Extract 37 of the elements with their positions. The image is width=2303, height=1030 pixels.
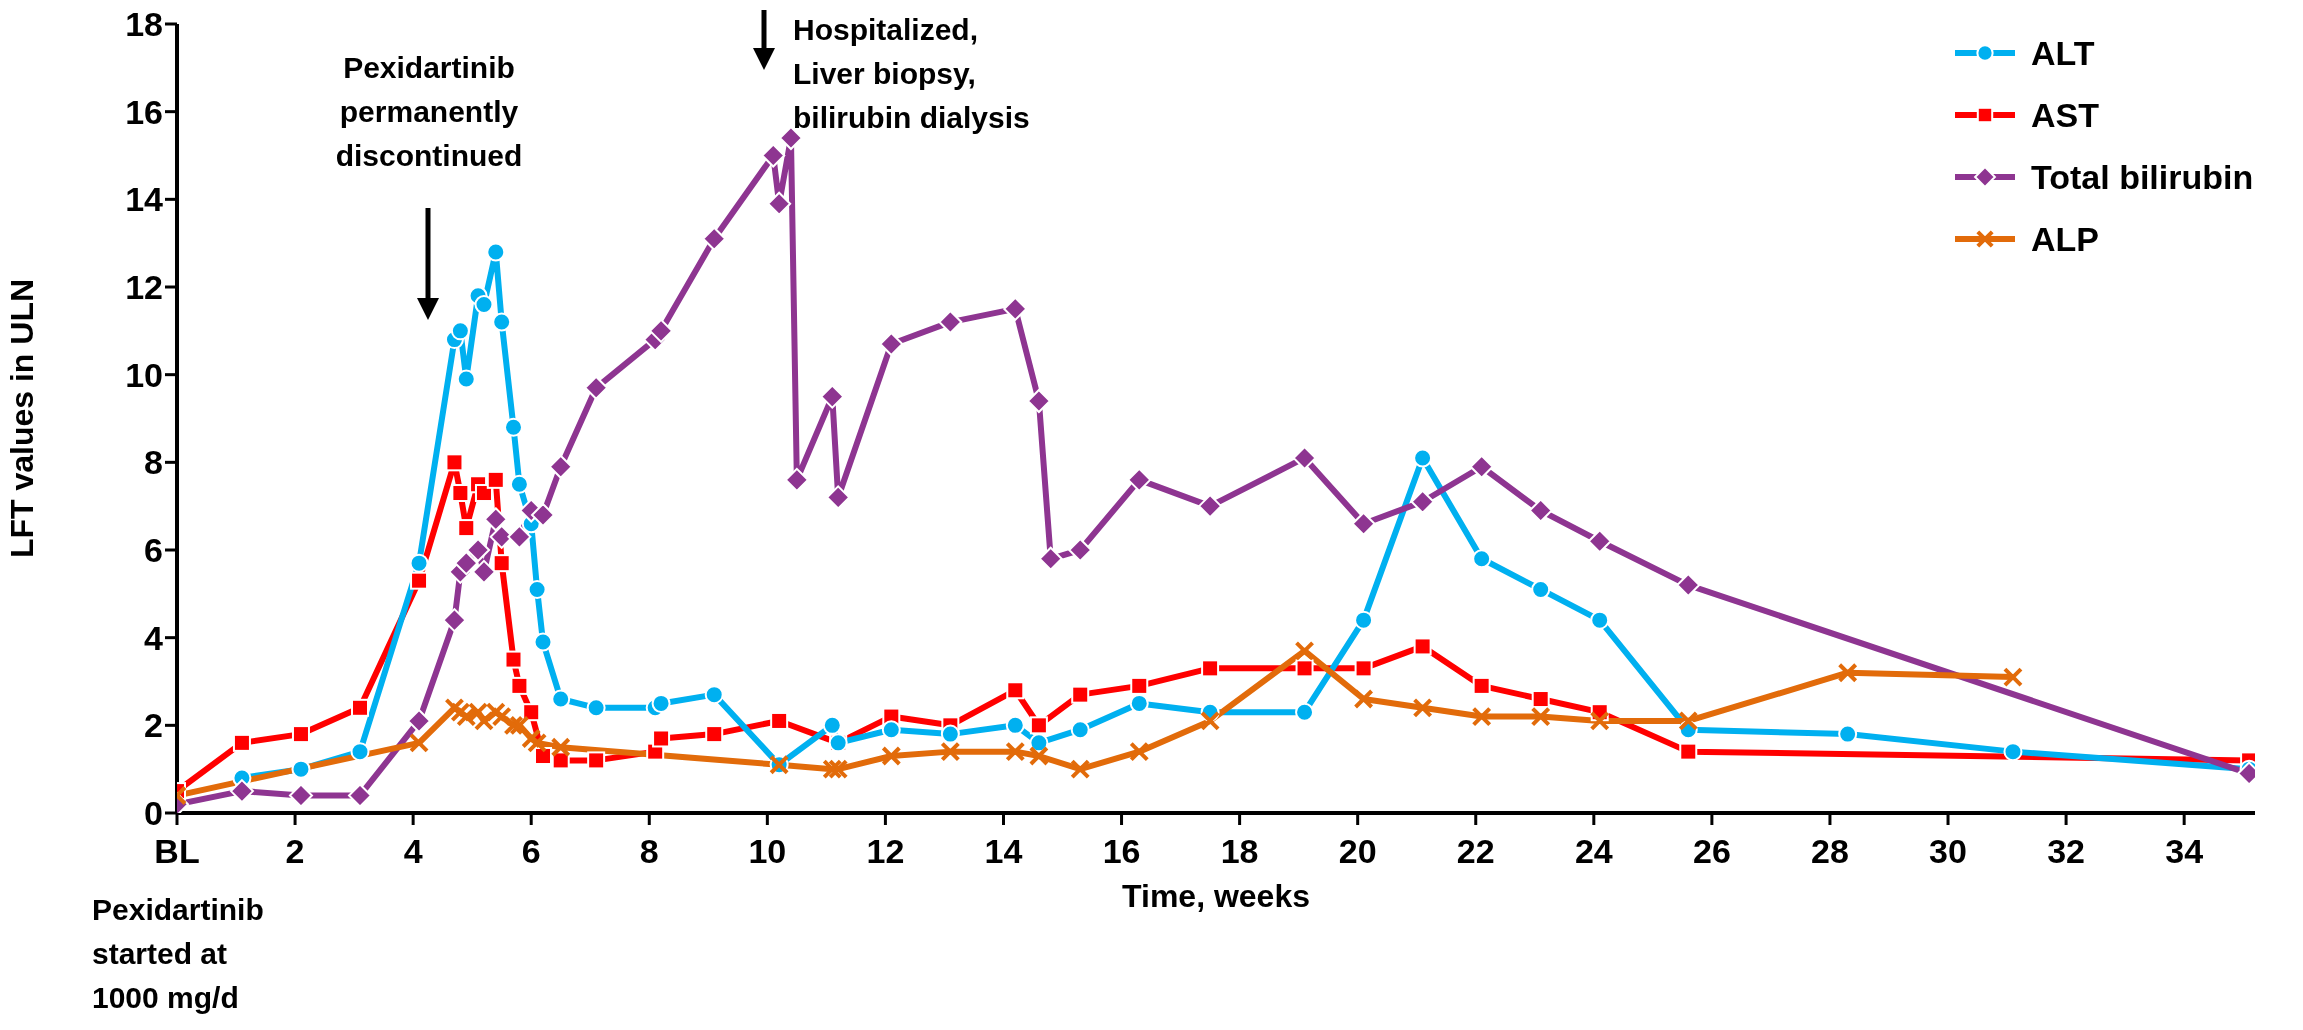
x-tick-label: 34 bbox=[2165, 832, 2204, 871]
annotation: Hospitalized, Liver biopsy, bilirubin dialysis bbox=[793, 13, 1030, 134]
x-tick-label: 12 bbox=[866, 832, 905, 871]
y-tick-label: 0 bbox=[144, 794, 163, 833]
y-tick-label: 8 bbox=[144, 443, 163, 482]
x-tick-label: 4 bbox=[403, 832, 423, 871]
x-tick-label: 20 bbox=[1338, 832, 1377, 871]
x-tick-label: BL bbox=[154, 832, 200, 871]
x-tick-label: 26 bbox=[1692, 832, 1731, 871]
x-tick-label: 22 bbox=[1456, 832, 1495, 871]
x-tick-label: 8 bbox=[639, 832, 659, 871]
x-tick-label: 18 bbox=[1220, 832, 1259, 871]
text: Pexidartinib started at 1000 mg/d bbox=[92, 892, 264, 1016]
legend-label: Total bilirubin bbox=[2031, 157, 2254, 197]
legend-label: ALT bbox=[2031, 33, 2095, 73]
x-tick-label: 16 bbox=[1102, 832, 1141, 871]
legend-label: ALP bbox=[2031, 219, 2099, 259]
x-tick-label: 24 bbox=[1574, 832, 1613, 871]
x-tick-label: 2 bbox=[285, 832, 305, 871]
x-tick-label: 32 bbox=[2047, 832, 2085, 871]
x-tick-label: 6 bbox=[521, 832, 541, 871]
x-tick-label: 14 bbox=[984, 832, 1023, 871]
legend-label: AST bbox=[2031, 95, 2099, 135]
y-tick-label: 12 bbox=[125, 268, 163, 307]
x-axis-title: Time, weeks bbox=[1122, 878, 1310, 914]
y-tick-label: 18 bbox=[125, 5, 163, 44]
y-axis-title: LFT values in ULN bbox=[4, 278, 41, 559]
x-tick-label: 30 bbox=[1929, 832, 1967, 871]
y-tick-label: 16 bbox=[125, 92, 163, 131]
y-tick-label: 10 bbox=[125, 355, 163, 394]
y-tick-label: 14 bbox=[125, 180, 164, 219]
y-tick-label: 4 bbox=[144, 618, 164, 657]
y-tick-label: 6 bbox=[144, 531, 163, 570]
x-tick-label: 28 bbox=[1811, 832, 1849, 871]
y-tick-label: 2 bbox=[144, 706, 163, 745]
annotation: Pexidartinib permanently discontinued bbox=[335, 51, 523, 172]
x-tick-label: 10 bbox=[748, 832, 787, 871]
